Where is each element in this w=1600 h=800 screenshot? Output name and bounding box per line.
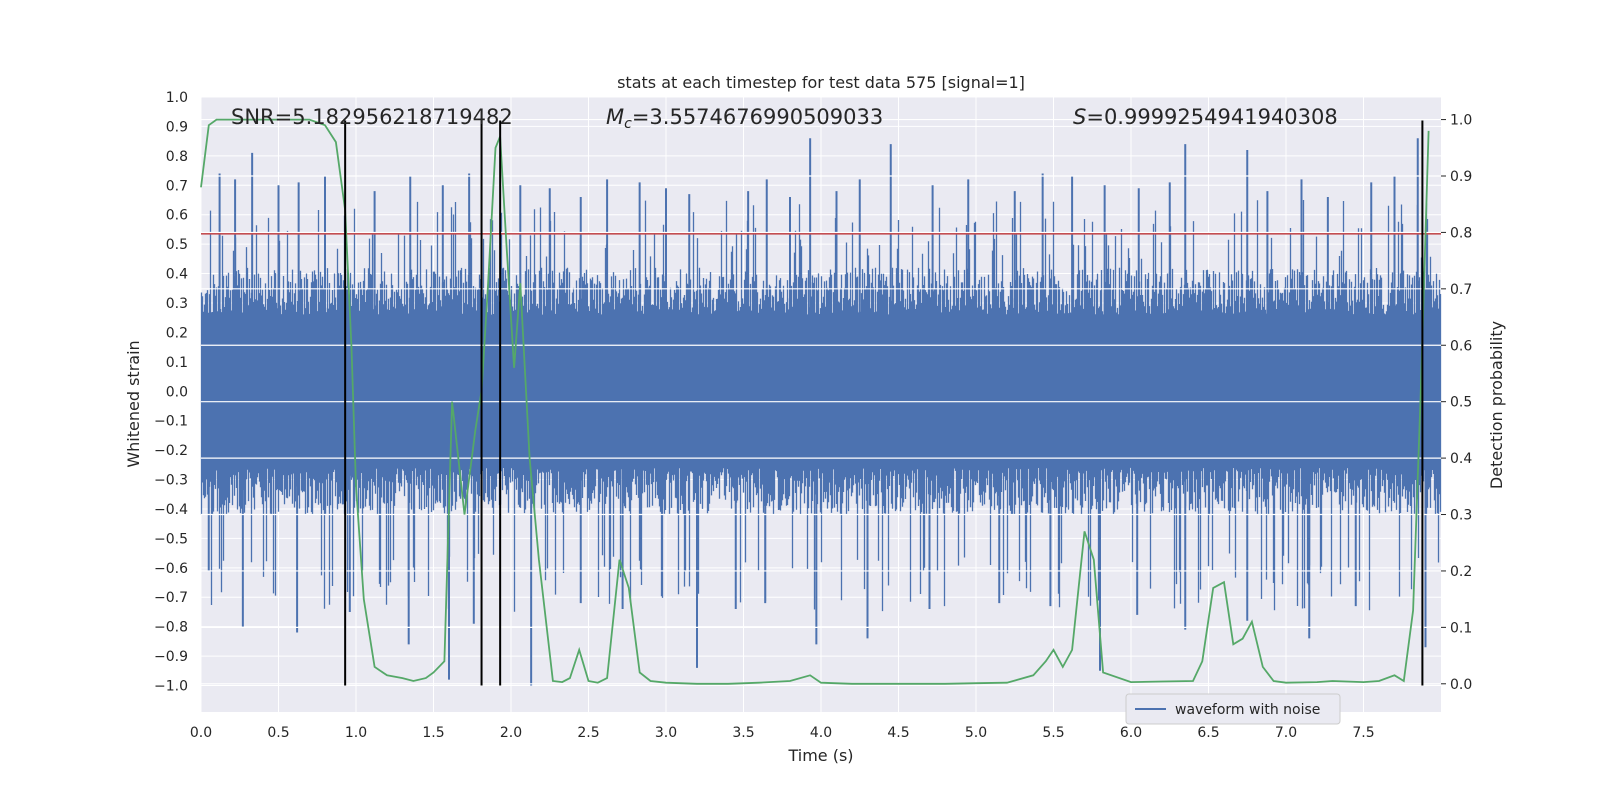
y-right-tick-label: 0.7 xyxy=(1450,282,1472,298)
y-right-tick-labels: 1.0 0.9 0.8 0.7 0.6 0.5 0.4 0.3 0.2 0.1 0.0 xyxy=(1441,113,1472,693)
y-tick-label: 0.4 xyxy=(166,267,188,283)
x-axis-label: Time (s) xyxy=(787,746,853,765)
y-tick-label: 0.8 xyxy=(166,149,188,165)
x-tick-label: 3.5 xyxy=(732,725,754,741)
x-tick-label: 7.5 xyxy=(1352,725,1374,741)
y-tick-label: 0.9 xyxy=(166,119,188,135)
x-tick-label: 0.0 xyxy=(190,725,212,741)
y-tick-label: −0.4 xyxy=(154,502,188,518)
y-right-tick-label: 0.0 xyxy=(1450,677,1472,693)
y-tick-label: −0.1 xyxy=(154,414,188,430)
legend: waveform with noise xyxy=(1125,693,1341,725)
y-tick-label: 0.5 xyxy=(166,237,188,253)
y-right-tick-label: 1.0 xyxy=(1450,113,1472,129)
y-right-tick-label: 0.6 xyxy=(1450,338,1472,354)
y-right-tick-label: 0.9 xyxy=(1450,169,1472,185)
y-right-tick-label: 0.1 xyxy=(1450,620,1472,636)
x-tick-label: 4.5 xyxy=(887,725,909,741)
x-tick-label: 2.5 xyxy=(577,725,599,741)
y-tick-label: 1.0 xyxy=(166,90,188,106)
y-right-tick-label: 0.4 xyxy=(1450,451,1472,467)
y-axis-label: Whitened strain xyxy=(124,340,143,467)
y-tick-label: −0.2 xyxy=(154,443,188,459)
detection-probability-line xyxy=(200,118,1430,685)
chart-title: stats at each timestep for test data 575… xyxy=(617,73,1025,92)
x-tick-label: 6.0 xyxy=(1120,725,1142,741)
x-tick-label: 0.5 xyxy=(267,725,289,741)
y-tick-label: 0.1 xyxy=(166,355,188,371)
y-right-tick-label: 0.3 xyxy=(1450,508,1472,524)
legend-label: waveform with noise xyxy=(1175,702,1320,718)
x-tick-label: 6.5 xyxy=(1197,725,1219,741)
y-tick-label: −0.9 xyxy=(154,649,188,665)
y-tick-label: 0.0 xyxy=(166,384,188,400)
vertical-markers xyxy=(344,120,1424,686)
x-tick-label: 2.0 xyxy=(500,725,522,741)
chirp-mass-annotation: Mc=3.5574676990509033 xyxy=(606,105,883,132)
x-tick-label: 4.0 xyxy=(810,725,832,741)
x-tick-label: 1.0 xyxy=(345,725,367,741)
y-tick-labels: 1.0 0.9 0.8 0.7 0.6 0.5 0.4 0.3 0.2 0.1 0.0 −0.1 −0.… xyxy=(154,90,188,695)
y-right-tick-label: 0.5 xyxy=(1450,395,1472,411)
snr-annotation: SNR=5.182956218719482 xyxy=(231,105,513,129)
x-tick-label: 5.5 xyxy=(1042,725,1064,741)
y-right-tick-label: 0.8 xyxy=(1450,225,1472,241)
y-tick-label: −0.8 xyxy=(154,620,188,636)
y-tick-label: −0.7 xyxy=(154,590,188,606)
y-tick-label: −1.0 xyxy=(154,679,188,695)
white-gridlines-overlay xyxy=(201,118,1441,685)
x-tick-label: 1.5 xyxy=(422,725,444,741)
score-annotation: S=0.9999254941940308 xyxy=(1073,105,1338,129)
y-tick-label: 0.2 xyxy=(166,325,188,341)
legend-box xyxy=(1125,693,1341,725)
x-tick-label: 3.0 xyxy=(655,725,677,741)
y-right-tick-label: 0.2 xyxy=(1450,564,1472,580)
y-right-axis-label: Detection probability xyxy=(1487,321,1506,489)
y-tick-label: −0.5 xyxy=(154,531,188,547)
y-tick-label: 0.3 xyxy=(166,296,188,312)
x-tick-labels: 0.0 0.5 1.0 1.5 2.0 2.5 3.0 3.5 4.0 4.5 5.0 5.5 6.0 6… xyxy=(190,725,1375,741)
y-tick-label: −0.3 xyxy=(154,473,188,489)
y-tick-label: −0.6 xyxy=(154,561,188,577)
y-tick-label: 0.7 xyxy=(166,178,188,194)
waveform-series xyxy=(200,138,1442,686)
y-tick-label: 0.6 xyxy=(166,208,188,224)
x-tick-label: 5.0 xyxy=(965,725,987,741)
x-tick-label: 7.0 xyxy=(1275,725,1297,741)
